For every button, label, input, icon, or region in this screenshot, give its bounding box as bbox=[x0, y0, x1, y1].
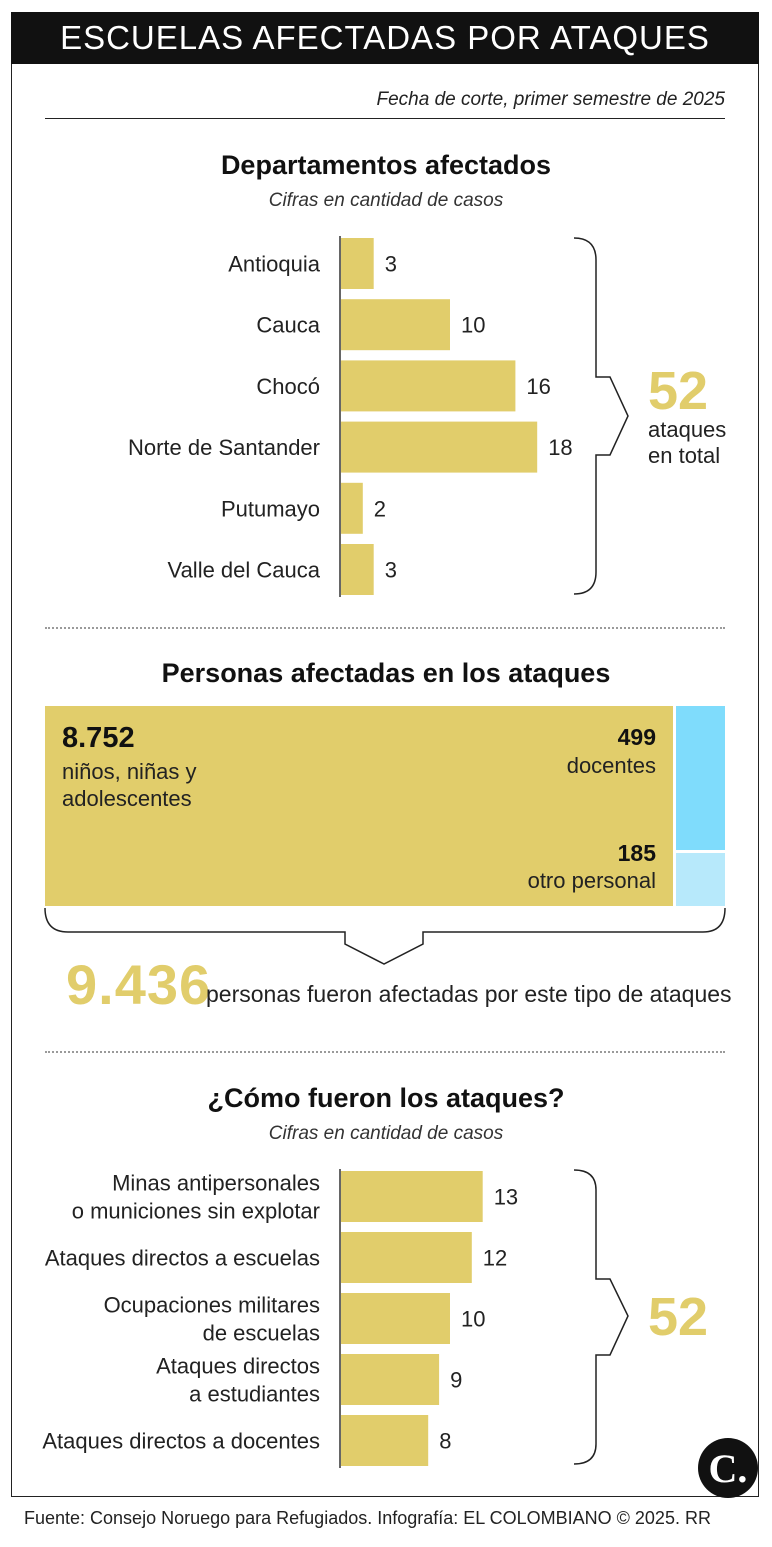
category-label: Antioquia bbox=[228, 252, 321, 277]
bar-value-label: 16 bbox=[526, 374, 550, 399]
divider bbox=[45, 1051, 725, 1053]
bar-value-label: 9 bbox=[450, 1368, 462, 1393]
otro-personal-block bbox=[676, 853, 725, 906]
people-brace bbox=[44, 907, 726, 965]
total-tipos-value: 52 bbox=[648, 1287, 709, 1347]
bar bbox=[341, 1415, 429, 1466]
page-title: ESCUELAS AFECTADAS POR ATAQUES bbox=[11, 12, 759, 64]
bar bbox=[341, 360, 516, 412]
total-ataques-line2: en total bbox=[648, 443, 721, 468]
total-ataques-value: 52 bbox=[648, 361, 709, 421]
ninos-label-line1: niños, niñas y bbox=[62, 759, 197, 784]
bar-value-label: 13 bbox=[494, 1185, 518, 1210]
bar bbox=[341, 482, 363, 534]
section2-title: Personas afectadas en los ataques bbox=[161, 658, 611, 688]
bar bbox=[341, 1232, 472, 1283]
departamentos-bar-chart: 3 Antioquia 10 Cauca 16 Chocó 18 Norte de Santa… bbox=[128, 236, 573, 597]
bar-value-label: 18 bbox=[548, 435, 572, 460]
bar-value-label: 10 bbox=[461, 313, 485, 338]
ninos-block bbox=[45, 706, 673, 906]
bar-value-label: 2 bbox=[374, 496, 386, 521]
category-label: de escuelas bbox=[203, 1321, 320, 1346]
bar bbox=[341, 544, 374, 595]
category-label: Minas antipersonales bbox=[112, 1171, 320, 1196]
total-ataques-line1: ataques bbox=[648, 417, 727, 442]
category-label: Putumayo bbox=[221, 496, 320, 521]
category-label: o municiones sin explotar bbox=[72, 1199, 320, 1224]
section1-subtitle: Cifras en cantidad de casos bbox=[268, 190, 504, 211]
category-label: Valle del Cauca bbox=[168, 558, 321, 583]
docentes-label: docentes bbox=[566, 753, 656, 778]
bar bbox=[341, 421, 538, 473]
bar-value-label: 8 bbox=[439, 1429, 451, 1454]
category-label: Ocupaciones militares bbox=[104, 1293, 320, 1318]
ninos-label-line2: adolescentes bbox=[62, 786, 192, 811]
bar-value-label: 3 bbox=[385, 252, 397, 277]
category-label: Ataques directos a escuelas bbox=[45, 1246, 320, 1271]
divider bbox=[45, 118, 725, 119]
section3-title: ¿Cómo fueron los ataques? bbox=[207, 1083, 565, 1113]
category-label: a estudiantes bbox=[189, 1382, 320, 1407]
category-label: Ataques directos bbox=[156, 1354, 320, 1379]
date-note: Fecha de corte, primer semestre de 2025 bbox=[376, 89, 725, 110]
bar bbox=[341, 238, 374, 289]
bar bbox=[341, 299, 450, 351]
tipos-ataque-bar-chart: 13 Minas antipersonales o municiones sin e… bbox=[42, 1169, 518, 1468]
category-label: Norte de Santander bbox=[128, 435, 320, 460]
total-brace bbox=[573, 237, 629, 595]
divider bbox=[45, 627, 725, 629]
bar-value-label: 10 bbox=[461, 1307, 485, 1332]
category-label: Cauca bbox=[256, 313, 320, 338]
bar bbox=[341, 1354, 440, 1405]
docentes-value: 499 bbox=[617, 724, 656, 750]
docentes-block bbox=[676, 706, 725, 850]
otro-personal-label: otro personal bbox=[527, 868, 656, 893]
total-brace bbox=[573, 1169, 629, 1465]
bar bbox=[341, 1171, 483, 1222]
section1-title: Departamentos afectados bbox=[220, 150, 552, 180]
bar-value-label: 3 bbox=[385, 558, 397, 583]
bar bbox=[341, 1293, 450, 1344]
category-label: Ataques directos a docentes bbox=[42, 1429, 320, 1454]
total-personas-text: personas fueron afectadas por este tipo … bbox=[206, 981, 732, 1007]
ninos-value: 8.752 bbox=[62, 722, 135, 754]
el-colombiano-logo: C. bbox=[698, 1438, 758, 1498]
category-label: Chocó bbox=[256, 374, 320, 399]
otro-personal-value: 185 bbox=[617, 840, 656, 866]
total-personas-value: 9.436 bbox=[66, 953, 212, 1016]
bar-value-label: 12 bbox=[483, 1246, 507, 1271]
section3-subtitle: Cifras en cantidad de casos bbox=[268, 1123, 504, 1144]
source-footer: Fuente: Consejo Noruego para Refugiados.… bbox=[24, 1508, 711, 1528]
